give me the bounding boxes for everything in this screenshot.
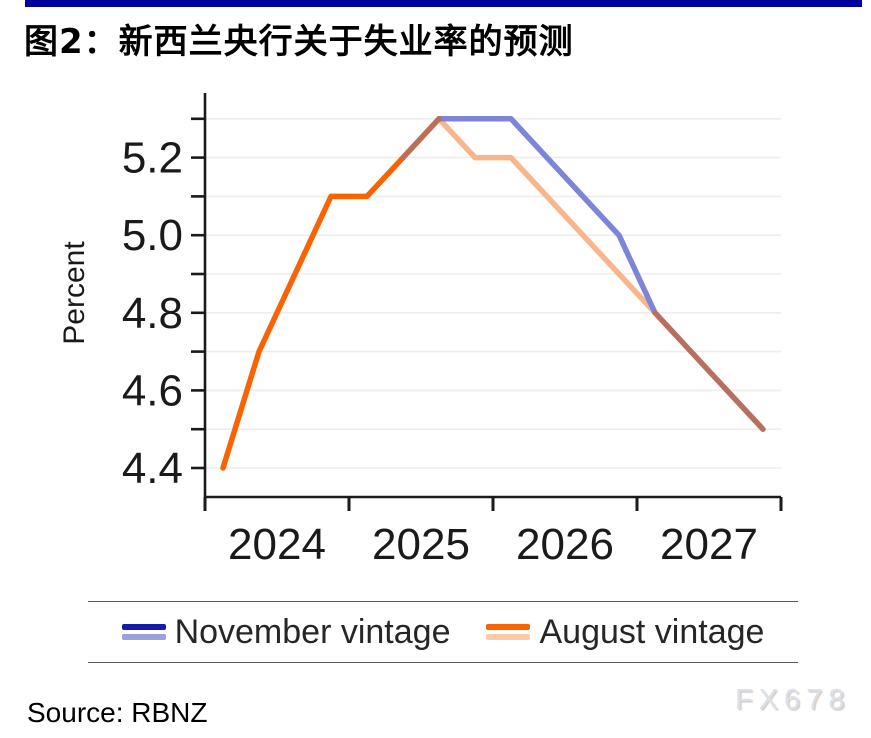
x-tick-label: 2024 (228, 520, 326, 569)
y-tick-label: 4.4 (122, 444, 183, 493)
y-tick-label: 5.2 (122, 134, 183, 183)
august-history-color-bar (486, 624, 531, 630)
august-vintage-line-marker (486, 624, 531, 640)
legend-item-november-vintage: November vintage (121, 612, 451, 652)
figure-title: 图2：新西兰央行关于失业率的预测 (24, 22, 574, 62)
series-segment-overlap-tail (652, 310, 766, 432)
top-accent-bar (25, 0, 862, 7)
series-segment-november-forecast (436, 116, 658, 316)
november-history-color-bar (121, 624, 166, 630)
y-tick-label: 4.6 (122, 366, 183, 415)
legend-item-august-vintage: August vintage (486, 613, 764, 652)
x-tick-label: 2027 (660, 520, 758, 569)
november-vintage-line-marker (121, 624, 166, 640)
series-segment-august-history (220, 154, 406, 471)
chart-legend: November vintage August vintage (88, 601, 798, 663)
legend-label-november: November vintage (174, 612, 451, 651)
series-segment-overlap-rise (400, 116, 442, 161)
y-tick-label: 5.0 (122, 211, 183, 260)
august-forecast-color-bar (486, 634, 531, 640)
y-tick-label: 4.8 (122, 289, 183, 338)
x-tick-label: 2026 (516, 520, 614, 569)
source-note: Source: RBNZ (27, 697, 208, 728)
y-axis-title: Percent (58, 241, 91, 345)
axis-lines (203, 93, 781, 499)
legend-label-august: August vintage (539, 612, 765, 651)
series-segment-august-forecast (436, 116, 658, 316)
x-tick-label: 2025 (372, 520, 470, 569)
watermark-fx678: FX678 (735, 684, 851, 716)
november-forecast-color-bar (121, 634, 166, 640)
